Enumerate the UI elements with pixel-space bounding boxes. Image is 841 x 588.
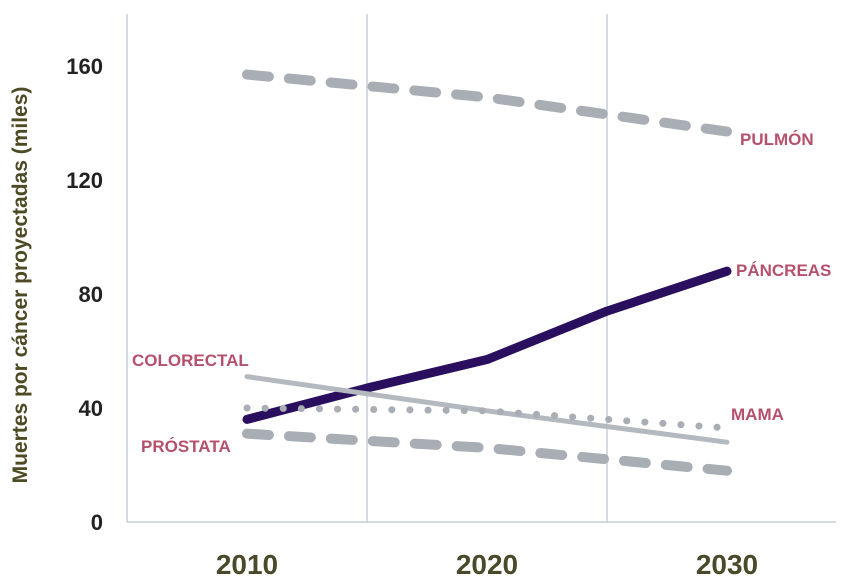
y-axis-label: Muertes por cáncer proyectadas (miles)	[9, 87, 32, 484]
series-line-pulmón	[242, 69, 732, 137]
x-tick-label: 2030	[696, 549, 758, 580]
axes	[126, 14, 836, 523]
series-label-páncreas: PÁNCREAS	[736, 261, 831, 280]
y-tick-labels: 0 40 80 120 160	[66, 54, 103, 535]
series-labels: PULMÓN PÁNCREAS COLORECTAL MAMA PRÓSTATA	[132, 130, 831, 456]
series-line-mama	[243, 404, 731, 432]
series-line-próstata	[242, 428, 732, 476]
grid-lines	[366, 14, 608, 522]
y-tick-label: 0	[91, 510, 103, 535]
series-line-páncreas	[242, 266, 732, 424]
y-tick-label: 160	[66, 54, 103, 79]
series-label-próstata: PRÓSTATA	[141, 437, 231, 456]
series-label-mama: MAMA	[731, 405, 784, 424]
series-line-colorectal	[244, 374, 730, 445]
series-lines	[242, 69, 732, 476]
y-tick-label: 120	[66, 168, 103, 193]
series-label-pulmón: PULMÓN	[740, 130, 814, 149]
series-label-colorectal: COLORECTAL	[132, 351, 249, 370]
x-tick-label: 2020	[456, 549, 518, 580]
x-tick-label: 2010	[216, 549, 278, 580]
y-tick-label: 40	[79, 396, 103, 421]
y-tick-label: 80	[79, 282, 103, 307]
x-tick-labels: 2010 2020 2030	[216, 549, 758, 580]
